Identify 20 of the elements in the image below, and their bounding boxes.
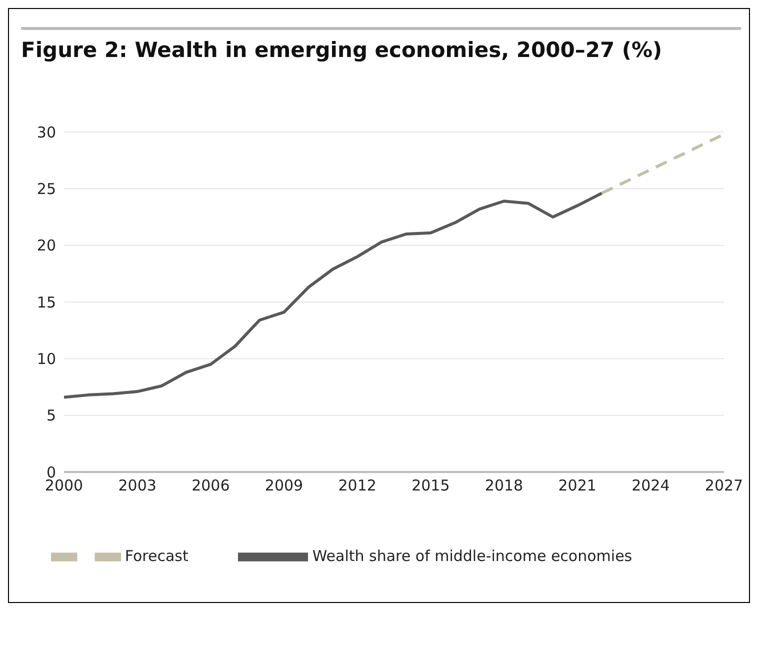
- line-series: [64, 192, 604, 399]
- x-tick-label: 2012: [338, 476, 376, 495]
- x-tick-label: 2006: [192, 476, 230, 495]
- y-tick-label: 5: [46, 406, 56, 425]
- x-tick-label: 2018: [484, 476, 524, 495]
- x-tick-label: 2024: [632, 476, 670, 495]
- y-tick-label: 20: [36, 236, 56, 255]
- y-tick-label: 10: [36, 350, 56, 368]
- chart-title: Figure 2: Wealth in emerging economies, 2000–27 (%): [21, 27, 741, 62]
- y-tick-label: 25: [36, 180, 56, 198]
- legend-label: Wealth share of middle-income economies: [312, 547, 632, 566]
- x-tick-label: 2021: [558, 476, 596, 495]
- x-tick-label: 2015: [412, 476, 450, 495]
- x-tick-label: 2009: [264, 476, 304, 495]
- x-tick-label: 2027: [704, 476, 744, 495]
- y-tick-label: 30: [36, 123, 56, 142]
- legend-label: Forecast: [124, 547, 188, 566]
- y-tick-label: 15: [36, 293, 56, 312]
- x-tick-label: 2000: [44, 476, 84, 495]
- x-tick-label: 2003: [118, 476, 156, 495]
